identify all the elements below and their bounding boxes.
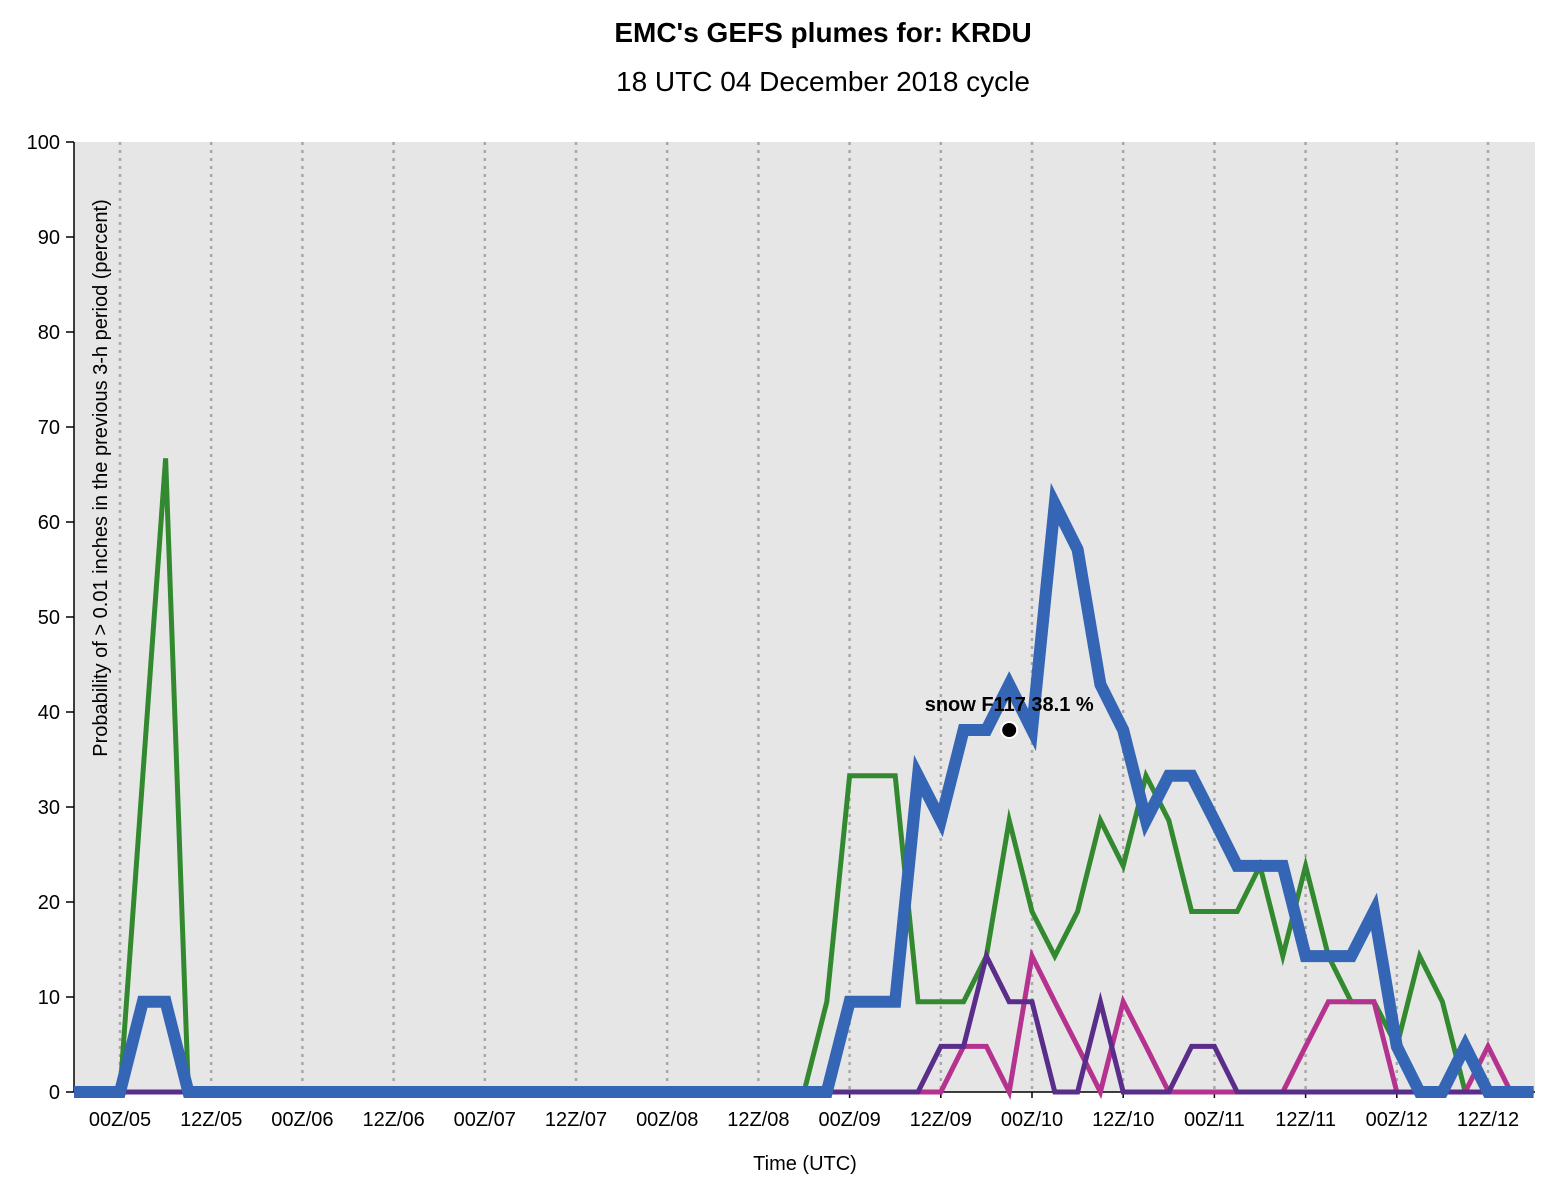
x-tick-label: 12Z/05 xyxy=(180,1109,242,1131)
y-tick-label: 80 xyxy=(38,322,60,344)
hover-annotation: snow F117 38.1 % xyxy=(925,694,1094,740)
y-tick-label: 60 xyxy=(38,512,60,534)
y-tick-label: 30 xyxy=(38,797,60,819)
x-tick-label: 12Z/06 xyxy=(362,1109,424,1131)
y-tick-label: 10 xyxy=(38,987,60,1009)
y-tick-label: 70 xyxy=(38,417,60,439)
x-tick-label: 00Z/12 xyxy=(1366,1109,1428,1131)
x-tick-label: 00Z/06 xyxy=(271,1109,333,1131)
x-tick-label: 00Z/08 xyxy=(636,1109,698,1131)
y-tick-label: 20 xyxy=(38,892,60,914)
x-tick-label: 00Z/10 xyxy=(1001,1109,1063,1131)
y-tick-label: 100 xyxy=(27,132,60,154)
y-tick-label: 90 xyxy=(38,227,60,249)
hover-point-marker xyxy=(1000,721,1019,740)
series-lines xyxy=(74,458,1534,1100)
x-tick-label: 00Z/09 xyxy=(818,1109,880,1131)
x-tick-label: 00Z/05 xyxy=(89,1109,151,1131)
y-tick-label: 0 xyxy=(49,1082,60,1104)
x-tick-label: 12Z/08 xyxy=(727,1109,789,1131)
x-tick-label: 12Z/11 xyxy=(1275,1109,1336,1131)
y-tick-label: 50 xyxy=(38,607,60,629)
x-tick-label: 00Z/07 xyxy=(454,1109,516,1131)
chart-subtitle: 18 UTC 04 December 2018 cycle xyxy=(616,66,1030,97)
x-axis-label: Time (UTC) xyxy=(753,1153,857,1175)
hover-point-label: snow F117 38.1 % xyxy=(925,694,1094,716)
x-tick-label: 12Z/10 xyxy=(1092,1109,1154,1131)
y-axis-label: Probability of > 0.01 inches in the prev… xyxy=(90,199,112,757)
plot-background xyxy=(74,142,1535,1092)
chart-title: EMC's GEFS plumes for: KRDU xyxy=(614,17,1031,48)
x-tick-label: 12Z/07 xyxy=(545,1109,607,1131)
x-tick-label: 12Z/09 xyxy=(910,1109,972,1131)
x-gridlines xyxy=(118,142,1490,1092)
y-tick-label: 40 xyxy=(38,702,60,724)
x-tick-label: 00Z/11 xyxy=(1184,1109,1245,1131)
axes: 00Z/05 12Z/05 00Z/06 12Z/06 00Z/07 12Z/07 00Z/… xyxy=(27,132,1535,1131)
series-line-snow xyxy=(74,482,1534,1098)
x-tick-label: 12Z/12 xyxy=(1457,1109,1519,1131)
